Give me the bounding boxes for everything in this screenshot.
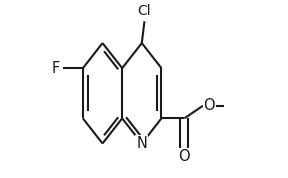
Text: O: O [179, 149, 190, 164]
Text: F: F [52, 61, 60, 76]
Text: Cl: Cl [138, 4, 151, 18]
Text: O: O [204, 98, 215, 113]
Text: N: N [137, 136, 147, 151]
